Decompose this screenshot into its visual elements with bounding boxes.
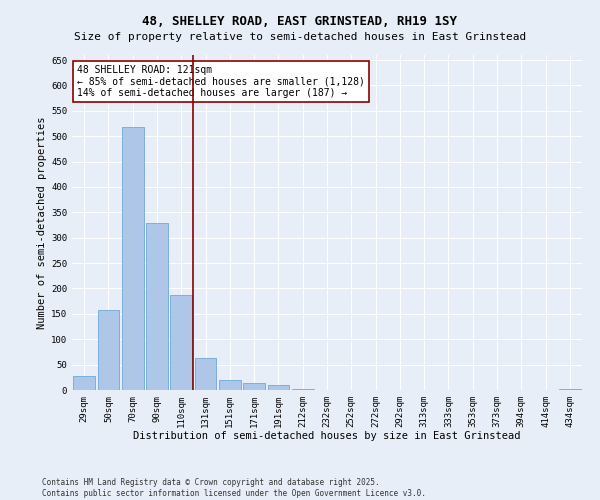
Text: 48, SHELLEY ROAD, EAST GRINSTEAD, RH19 1SY: 48, SHELLEY ROAD, EAST GRINSTEAD, RH19 1… <box>143 15 458 28</box>
Text: Size of property relative to semi-detached houses in East Grinstead: Size of property relative to semi-detach… <box>74 32 526 42</box>
Text: Contains HM Land Registry data © Crown copyright and database right 2025.
Contai: Contains HM Land Registry data © Crown c… <box>42 478 426 498</box>
Bar <box>146 222 168 390</box>
Bar <box>97 310 119 390</box>
Y-axis label: Number of semi-detached properties: Number of semi-detached properties <box>37 116 47 329</box>
Bar <box>170 295 192 390</box>
Text: 48 SHELLEY ROAD: 121sqm
← 85% of semi-detached houses are smaller (1,128)
14% of: 48 SHELLEY ROAD: 121sqm ← 85% of semi-de… <box>77 65 365 98</box>
Bar <box>122 126 143 390</box>
Bar <box>219 380 241 390</box>
Bar <box>73 376 95 390</box>
X-axis label: Distribution of semi-detached houses by size in East Grinstead: Distribution of semi-detached houses by … <box>133 432 521 442</box>
Bar <box>243 384 265 390</box>
Bar <box>268 385 289 390</box>
Bar <box>194 358 217 390</box>
